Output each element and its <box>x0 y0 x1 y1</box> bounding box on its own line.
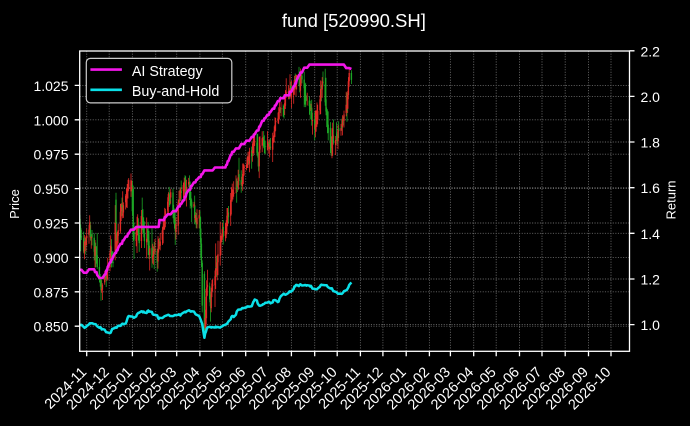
svg-text:AI Strategy: AI Strategy <box>132 64 204 80</box>
svg-text:0.975: 0.975 <box>33 147 68 163</box>
svg-text:Return: Return <box>664 180 679 219</box>
svg-text:Price: Price <box>7 189 22 219</box>
svg-text:1.6: 1.6 <box>641 180 661 196</box>
svg-text:fund [520990.SH]: fund [520990.SH] <box>282 10 426 31</box>
svg-text:1.4: 1.4 <box>641 226 661 242</box>
svg-text:0.850: 0.850 <box>33 319 68 335</box>
svg-text:0.875: 0.875 <box>33 284 68 300</box>
svg-text:Buy-and-Hold: Buy-and-Hold <box>132 84 219 100</box>
svg-text:1.8: 1.8 <box>641 135 661 151</box>
svg-text:0.925: 0.925 <box>33 216 68 232</box>
svg-text:2.0: 2.0 <box>641 89 661 105</box>
svg-text:0.950: 0.950 <box>33 181 68 197</box>
svg-text:1.0: 1.0 <box>641 317 661 333</box>
svg-text:1.000: 1.000 <box>33 112 68 128</box>
svg-text:2.2: 2.2 <box>641 43 661 59</box>
svg-text:1.2: 1.2 <box>641 272 661 288</box>
svg-text:0.900: 0.900 <box>33 250 68 266</box>
svg-text:1.025: 1.025 <box>33 78 68 94</box>
